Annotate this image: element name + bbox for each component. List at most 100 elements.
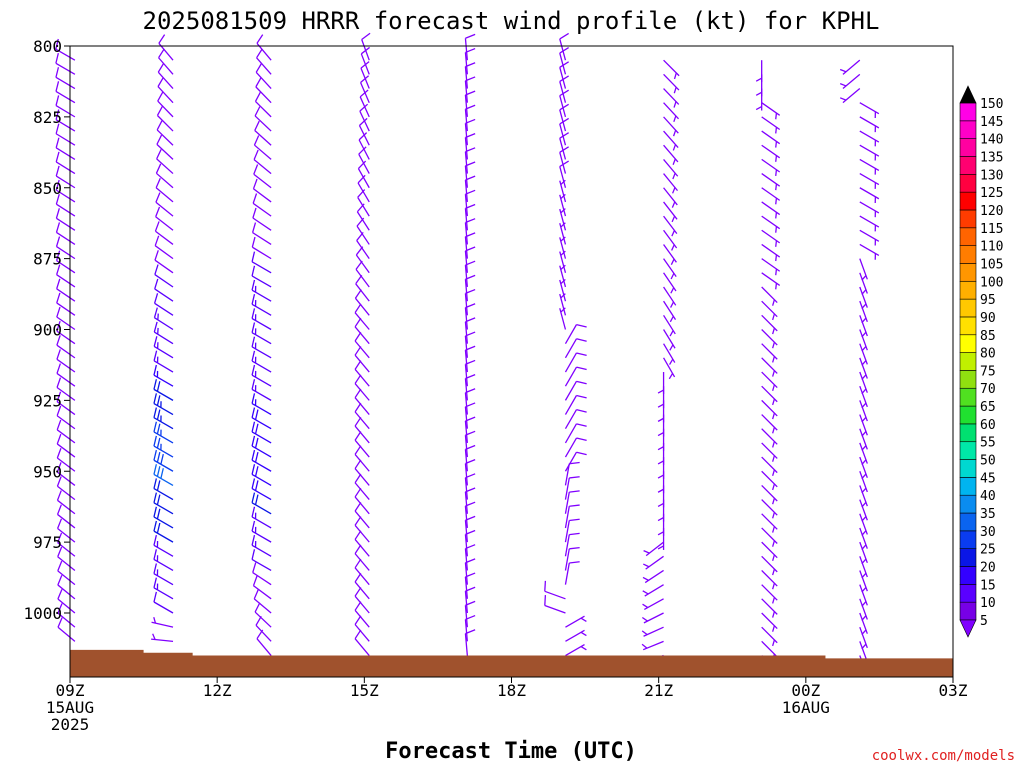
barb-shaft [254,611,272,628]
wind-barb [55,208,76,231]
barb-flag [775,127,778,134]
barb-shaft [56,401,76,416]
colorbar-swatch [959,280,977,300]
barb-flag [255,615,262,626]
wind-barb [354,374,370,401]
barb-column [839,59,880,678]
wind-barb [464,274,476,302]
colorbar-swatch [959,156,977,175]
barb-flag [465,558,476,564]
barb-flag [56,462,62,473]
barb-flag [465,402,476,408]
barb-shaft [56,372,76,387]
wind-barb [859,102,880,118]
barb-shaft [55,147,76,160]
wind-barb [157,91,174,118]
barb-flag [560,307,566,313]
wind-barb [657,457,665,480]
barb-flag [358,146,367,155]
barb-flag [356,203,365,213]
barb-flag [465,600,476,606]
barb-shaft [55,133,76,146]
colorbar-label: 40 [980,489,996,504]
barb-shaft [464,548,468,571]
wind-barb [153,435,174,458]
barb-shaft [564,324,578,344]
barb-flag [154,278,159,290]
barb-flag [657,403,664,408]
wind-barb [859,116,880,133]
barb-flag [55,81,60,92]
barb-flag [55,165,60,177]
barb-flag [772,540,776,547]
wind-barb [57,532,76,557]
wind-barb [464,544,476,571]
wind-barb [663,314,676,337]
barb-flag [155,177,161,189]
wind-barb [251,294,272,316]
barb-flag [772,554,776,562]
barb-flag [465,246,476,252]
barb-shaft [56,203,76,217]
barb-shaft [564,380,578,401]
wind-barb [761,201,781,219]
wind-barb [761,555,778,576]
wind-barb [657,513,665,536]
barb-flag [772,356,776,363]
wind-barb [56,363,76,387]
barb-shaft [354,539,370,557]
wind-barb [158,48,174,75]
barb-flag [354,516,362,526]
wind-barb [354,402,370,430]
barb-flag [251,265,256,277]
barb-flag [254,602,261,613]
barb-shaft [354,439,370,458]
wind-barb [559,132,569,160]
barb-flag [251,534,256,546]
barb-shaft [157,100,174,118]
colorbar-swatch [959,530,977,549]
barb-shaft [356,211,370,231]
barb-flag [672,172,676,180]
barb-flag [158,48,165,59]
wind-barb [56,292,76,316]
barb-flag [354,388,362,399]
barb-flag [254,409,259,420]
wind-barb [761,541,778,562]
wind-barb [565,615,587,628]
barb-shaft [464,406,468,429]
barb-shaft [255,71,272,89]
barb-flag [153,616,157,624]
colorbar-swatch [959,191,977,211]
barb-flag [580,631,587,637]
barb-shaft [56,358,76,373]
wind-barb [251,336,272,359]
colorbar-label: 145 [980,115,1003,130]
barb-flag [641,616,648,622]
barb-flag [153,350,158,361]
barb-shaft [251,417,272,430]
wind-barb [657,428,665,451]
barb-flag [55,95,60,106]
barb-flag [839,83,847,87]
wind-barb [755,74,763,97]
barb-flag [56,490,62,501]
wind-barb [464,487,476,514]
wind-barb [464,147,476,174]
wind-barb [464,473,476,500]
colorbar-swatch [959,601,977,621]
wind-barb [761,399,778,420]
barb-flag [642,603,649,609]
wind-barb [663,173,679,194]
wind-barb [359,103,370,132]
wind-barb [464,33,476,61]
barb-shaft [559,81,567,103]
barb-flag [580,617,587,622]
barb-shaft [253,585,272,600]
colorbar-label: 60 [980,418,996,433]
wind-barb [839,88,861,104]
wind-barb [564,394,587,415]
wind-barb [358,132,370,160]
barb-shaft [153,601,174,614]
barb-flag [465,416,476,422]
